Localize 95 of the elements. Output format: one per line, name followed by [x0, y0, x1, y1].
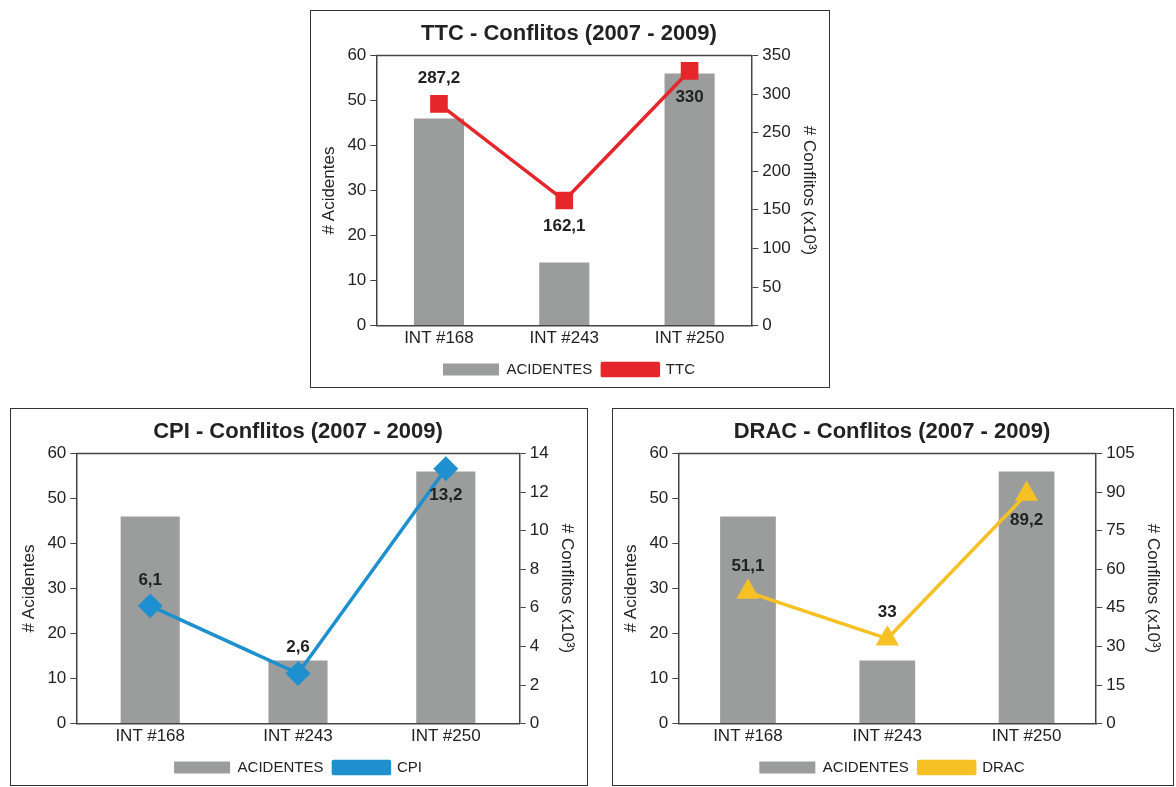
- x-tick-label: INT #243: [263, 726, 333, 746]
- y-axis-title: # Acidentes: [318, 146, 338, 235]
- y2-tick-label: 350: [762, 45, 791, 65]
- point: [434, 457, 458, 481]
- chart-title: CPI - Conflitos (2007 - 2009): [153, 418, 443, 444]
- y2-tick-label: 250: [762, 122, 791, 142]
- y2-tick-label: 12: [529, 481, 549, 501]
- legend-label: ACIDENTES: [237, 757, 324, 775]
- data-label: 89,2: [1010, 509, 1044, 529]
- point: [138, 594, 162, 618]
- legend-label: CPI: [396, 757, 422, 775]
- y2-tick-label: 0: [1106, 713, 1116, 733]
- y-tick-label: 10: [649, 668, 669, 688]
- y2-tick-label: 150: [762, 199, 791, 219]
- legend-label: DRAC: [982, 757, 1025, 775]
- y-tick-label: 30: [347, 180, 367, 200]
- x-tick-label: INT #250: [991, 726, 1062, 746]
- x-tick-label: INT #168: [713, 726, 783, 746]
- data-label: 330: [675, 86, 704, 106]
- data-label: 162,1: [543, 216, 586, 236]
- bar: [416, 471, 476, 724]
- y-tick-label: 20: [347, 225, 367, 245]
- point: [737, 580, 759, 599]
- y-tick-label: 60: [47, 443, 67, 463]
- data-label: 6,1: [138, 569, 163, 589]
- bar: [120, 516, 180, 724]
- point: [876, 626, 898, 646]
- y-tick-label: 30: [47, 578, 67, 598]
- x-tick-label: INT #250: [654, 328, 725, 348]
- y-tick-label: 30: [649, 578, 669, 598]
- y2-axis-title: # Conflitos (x10³): [1144, 523, 1164, 654]
- legend-label: TTC: [665, 359, 696, 377]
- y2-tick-label: 2: [529, 674, 540, 694]
- bar: [413, 118, 465, 326]
- bar: [859, 660, 916, 724]
- x-tick-label: INT #250: [410, 726, 481, 746]
- x-tick-label: INT #243: [529, 328, 600, 348]
- point: [430, 95, 448, 113]
- y2-tick-label: 10: [529, 520, 549, 540]
- y2-tick-label: 30: [1106, 636, 1126, 656]
- y-tick-label: 60: [347, 45, 367, 65]
- y-tick-label: 50: [347, 90, 367, 110]
- data-label: 33: [877, 602, 897, 622]
- y2-tick-label: 0: [529, 713, 540, 733]
- point: [555, 191, 574, 210]
- y2-tick-label: 105: [1106, 443, 1135, 463]
- y2-tick-label: 60: [1106, 558, 1126, 578]
- y-tick-label: 50: [649, 488, 669, 508]
- y2-tick-label: 4: [529, 636, 540, 656]
- y-tick-label: 20: [47, 623, 67, 643]
- y-tick-label: 40: [47, 533, 67, 553]
- chart-title: DRAC - Conflitos (2007 - 2009): [733, 418, 1051, 444]
- y2-tick-label: 45: [1106, 597, 1126, 617]
- y2-tick-label: 100: [762, 238, 791, 258]
- y2-tick-label: 75: [1106, 520, 1126, 540]
- point: [680, 62, 699, 80]
- x-tick-label: INT #243: [852, 726, 923, 746]
- y-tick-label: 10: [347, 270, 367, 290]
- y2-tick-label: 300: [762, 83, 791, 103]
- bar: [720, 516, 776, 724]
- bar: [664, 73, 715, 326]
- y-tick-label: 20: [649, 623, 669, 643]
- y-tick-label: 50: [47, 488, 67, 508]
- y-tick-label: 0: [56, 713, 67, 733]
- data-label: 13,2: [429, 484, 463, 504]
- data-label: 51,1: [731, 555, 765, 575]
- y2-tick-label: 50: [762, 276, 782, 296]
- bar: [998, 471, 1055, 724]
- x-tick-label: INT #168: [404, 328, 474, 348]
- x-tick-label: INT #168: [115, 726, 186, 746]
- bar: [539, 262, 590, 326]
- y2-tick-label: 0: [762, 315, 772, 335]
- point: [286, 661, 310, 686]
- y-tick-label: 40: [649, 533, 669, 553]
- y2-tick-label: 90: [1106, 481, 1126, 501]
- y2-tick-label: 6: [529, 597, 540, 617]
- y2-tick-label: 8: [529, 558, 540, 578]
- y-axis-title: # Acidentes: [620, 544, 640, 633]
- y2-axis-title: # Conflitos (x10³): [558, 523, 578, 654]
- data-label: 287,2: [417, 67, 461, 87]
- legend-label: ACIDENTES: [822, 757, 909, 775]
- y-tick-label: 40: [347, 135, 367, 155]
- point: [1016, 482, 1037, 501]
- y-axis-title: # Acidentes: [18, 544, 38, 633]
- chart-title: TTC - Conflitos (2007 - 2009): [421, 20, 717, 46]
- data-label: 2,6: [286, 637, 310, 657]
- y-tick-label: 60: [649, 443, 669, 463]
- y2-tick-label: 200: [762, 160, 791, 180]
- y-tick-label: 0: [356, 315, 367, 335]
- y2-tick-label: 14: [529, 443, 549, 463]
- y2-axis-title: # Conflitos (x10³): [800, 125, 820, 256]
- y-tick-label: 0: [658, 713, 669, 733]
- y2-tick-label: 15: [1106, 674, 1126, 694]
- legend-label: ACIDENTES: [506, 359, 593, 377]
- y-tick-label: 10: [47, 668, 67, 688]
